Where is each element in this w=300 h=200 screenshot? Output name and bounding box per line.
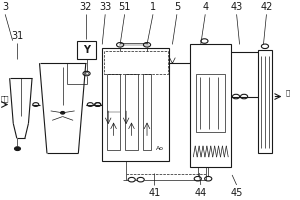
Text: 45: 45: [230, 188, 243, 198]
Text: 4: 4: [202, 2, 208, 12]
Text: 5: 5: [174, 2, 180, 12]
Bar: [257, 50, 272, 153]
Text: 42: 42: [260, 2, 273, 12]
Text: 51: 51: [118, 2, 131, 12]
Text: 43: 43: [230, 2, 243, 12]
Bar: [196, 74, 225, 132]
Text: 3: 3: [2, 2, 8, 12]
Text: Ao: Ao: [157, 146, 164, 151]
Text: 出: 出: [286, 89, 290, 96]
Text: 44: 44: [195, 188, 207, 198]
Bar: [104, 51, 168, 74]
Bar: [190, 44, 231, 167]
Text: 31: 31: [11, 31, 23, 41]
Bar: [107, 74, 120, 150]
Text: 33: 33: [99, 2, 111, 12]
Text: 进水: 进水: [1, 96, 9, 102]
Bar: [142, 74, 151, 150]
Text: 1: 1: [150, 2, 156, 12]
Bar: [124, 74, 138, 150]
Text: 32: 32: [80, 2, 92, 12]
Text: Y: Y: [83, 45, 90, 55]
Text: B: B: [84, 71, 89, 76]
Circle shape: [14, 147, 20, 151]
Text: 41: 41: [148, 188, 160, 198]
Bar: [77, 41, 96, 59]
Circle shape: [61, 111, 65, 114]
Bar: [102, 48, 170, 161]
